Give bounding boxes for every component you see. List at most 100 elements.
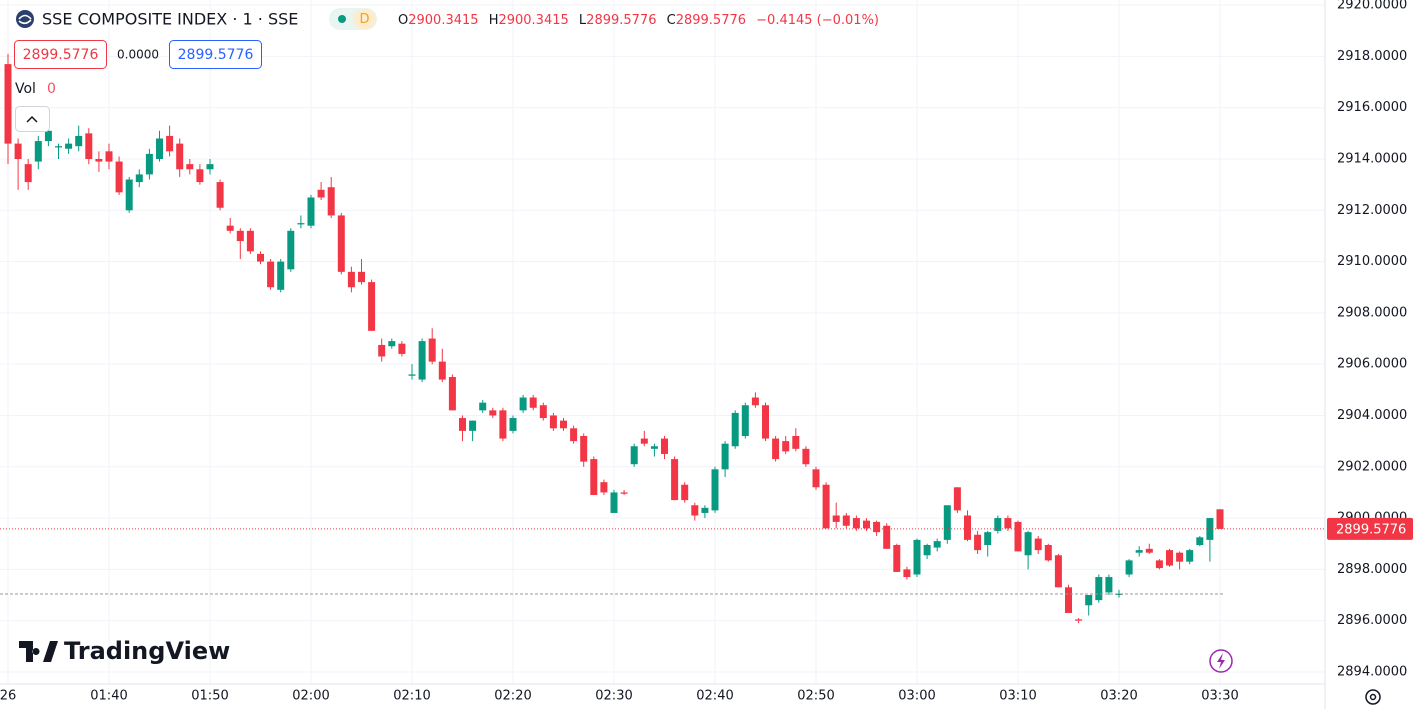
ohlc-legend: O2900.3415 H2900.3415 L2899.5776 C2899.5… [398,13,879,28]
candle-body [1034,538,1042,551]
candle-body [772,438,780,460]
candle-body [1044,544,1052,561]
candle-body [408,374,416,376]
y-tick-label: 2918.0000 [1337,49,1407,64]
candle-body [489,410,497,416]
status-dot [338,15,346,23]
candle-body [1014,521,1022,552]
sell-price: 2899.5776 [23,47,99,63]
candle-body [600,482,608,493]
brand-name: TradingView [64,637,230,665]
candle-body [24,164,32,183]
candle-body [317,189,325,198]
volume-value: 0 [47,81,56,97]
buy-box[interactable] [169,40,262,69]
candle-body [297,223,305,225]
last-price-tag [1327,517,1413,540]
volume-label: Vol [15,81,36,97]
candle-body [560,420,567,429]
ohlc-value: 2899.5776 [676,13,746,28]
candle-body [358,271,365,283]
candle-body [448,377,456,411]
candle-body [499,410,507,439]
candle-body [519,397,527,411]
y-tick-label: 2920.0000 [1337,0,1407,13]
candle-body [257,253,264,262]
candle-body [145,153,153,175]
candle-body [44,130,52,142]
x-tick-label: 02:50 [797,689,834,704]
settings-button[interactable] [1365,689,1381,705]
candle-body [802,448,810,465]
candle-body [246,230,254,252]
candle-body [529,397,537,408]
candle-body [438,361,446,380]
sell-box[interactable] [14,40,107,69]
candle-body [953,487,961,511]
candle-body [206,164,214,170]
badge-text: D [359,12,369,27]
candle-body [822,484,830,529]
candle-body [469,420,477,431]
candle-body [1166,550,1173,566]
spread: 0.0000 [117,48,159,62]
x-tick-label: 02:40 [696,689,733,704]
candle-body [347,271,355,288]
candle-body [590,459,598,495]
candle-body [650,446,658,449]
candle-body [1216,509,1224,529]
y-tick-label: 2896.0000 [1337,613,1407,628]
candle-body [388,341,396,347]
y-tick-label: 2902.0000 [1337,459,1407,474]
x-tick-label: 02:30 [595,689,632,704]
y-tick-label: 2908.0000 [1337,305,1407,320]
candle-body [630,446,638,465]
candle-body [1145,548,1153,553]
candle-body [893,544,901,572]
buy-price: 2899.5776 [178,47,254,63]
candle-body [196,169,204,183]
candle-body [792,435,800,449]
candle-body [741,405,749,436]
candle-body [873,521,881,533]
candle-body [933,541,941,548]
candle-body [95,159,103,162]
x-tick-label: 03:00 [898,689,935,704]
candle-body [459,418,466,431]
candle-body [701,507,709,513]
candle-body [832,515,840,522]
candle-body [721,443,729,470]
candle-body [923,544,931,556]
candle-body [549,415,557,429]
candle-body [570,428,578,442]
x-tick-label: 03:30 [1201,689,1238,704]
candle-body [1065,587,1072,613]
collapse-button[interactable] [15,106,50,132]
candle-body [1095,577,1103,601]
y-tick-label: 2898.0000 [1337,562,1407,577]
candle-body [1196,537,1204,545]
x-tick-label: 01:40 [90,689,127,704]
ohlc-value: 2900.3415 [408,13,478,28]
chevron [26,115,38,123]
candle-body [539,405,547,419]
candle-body [368,282,376,331]
candle-body [125,179,133,211]
candle-body [327,187,335,216]
candle-body [337,215,345,272]
candle-body [661,438,668,454]
candle-body [65,143,73,149]
candle-body [681,484,689,501]
candle-body [751,397,759,406]
candle-body [418,341,426,380]
candle-body [984,532,992,545]
candle-body [812,469,820,488]
candle-body [1105,577,1113,593]
candle-body [863,520,870,529]
symbol-title: SSE COMPOSITE INDEX · 1 · SSE [42,10,298,29]
candle-body [55,146,62,148]
y-tick-label: 2910.0000 [1337,254,1407,269]
candle-body [85,133,93,160]
